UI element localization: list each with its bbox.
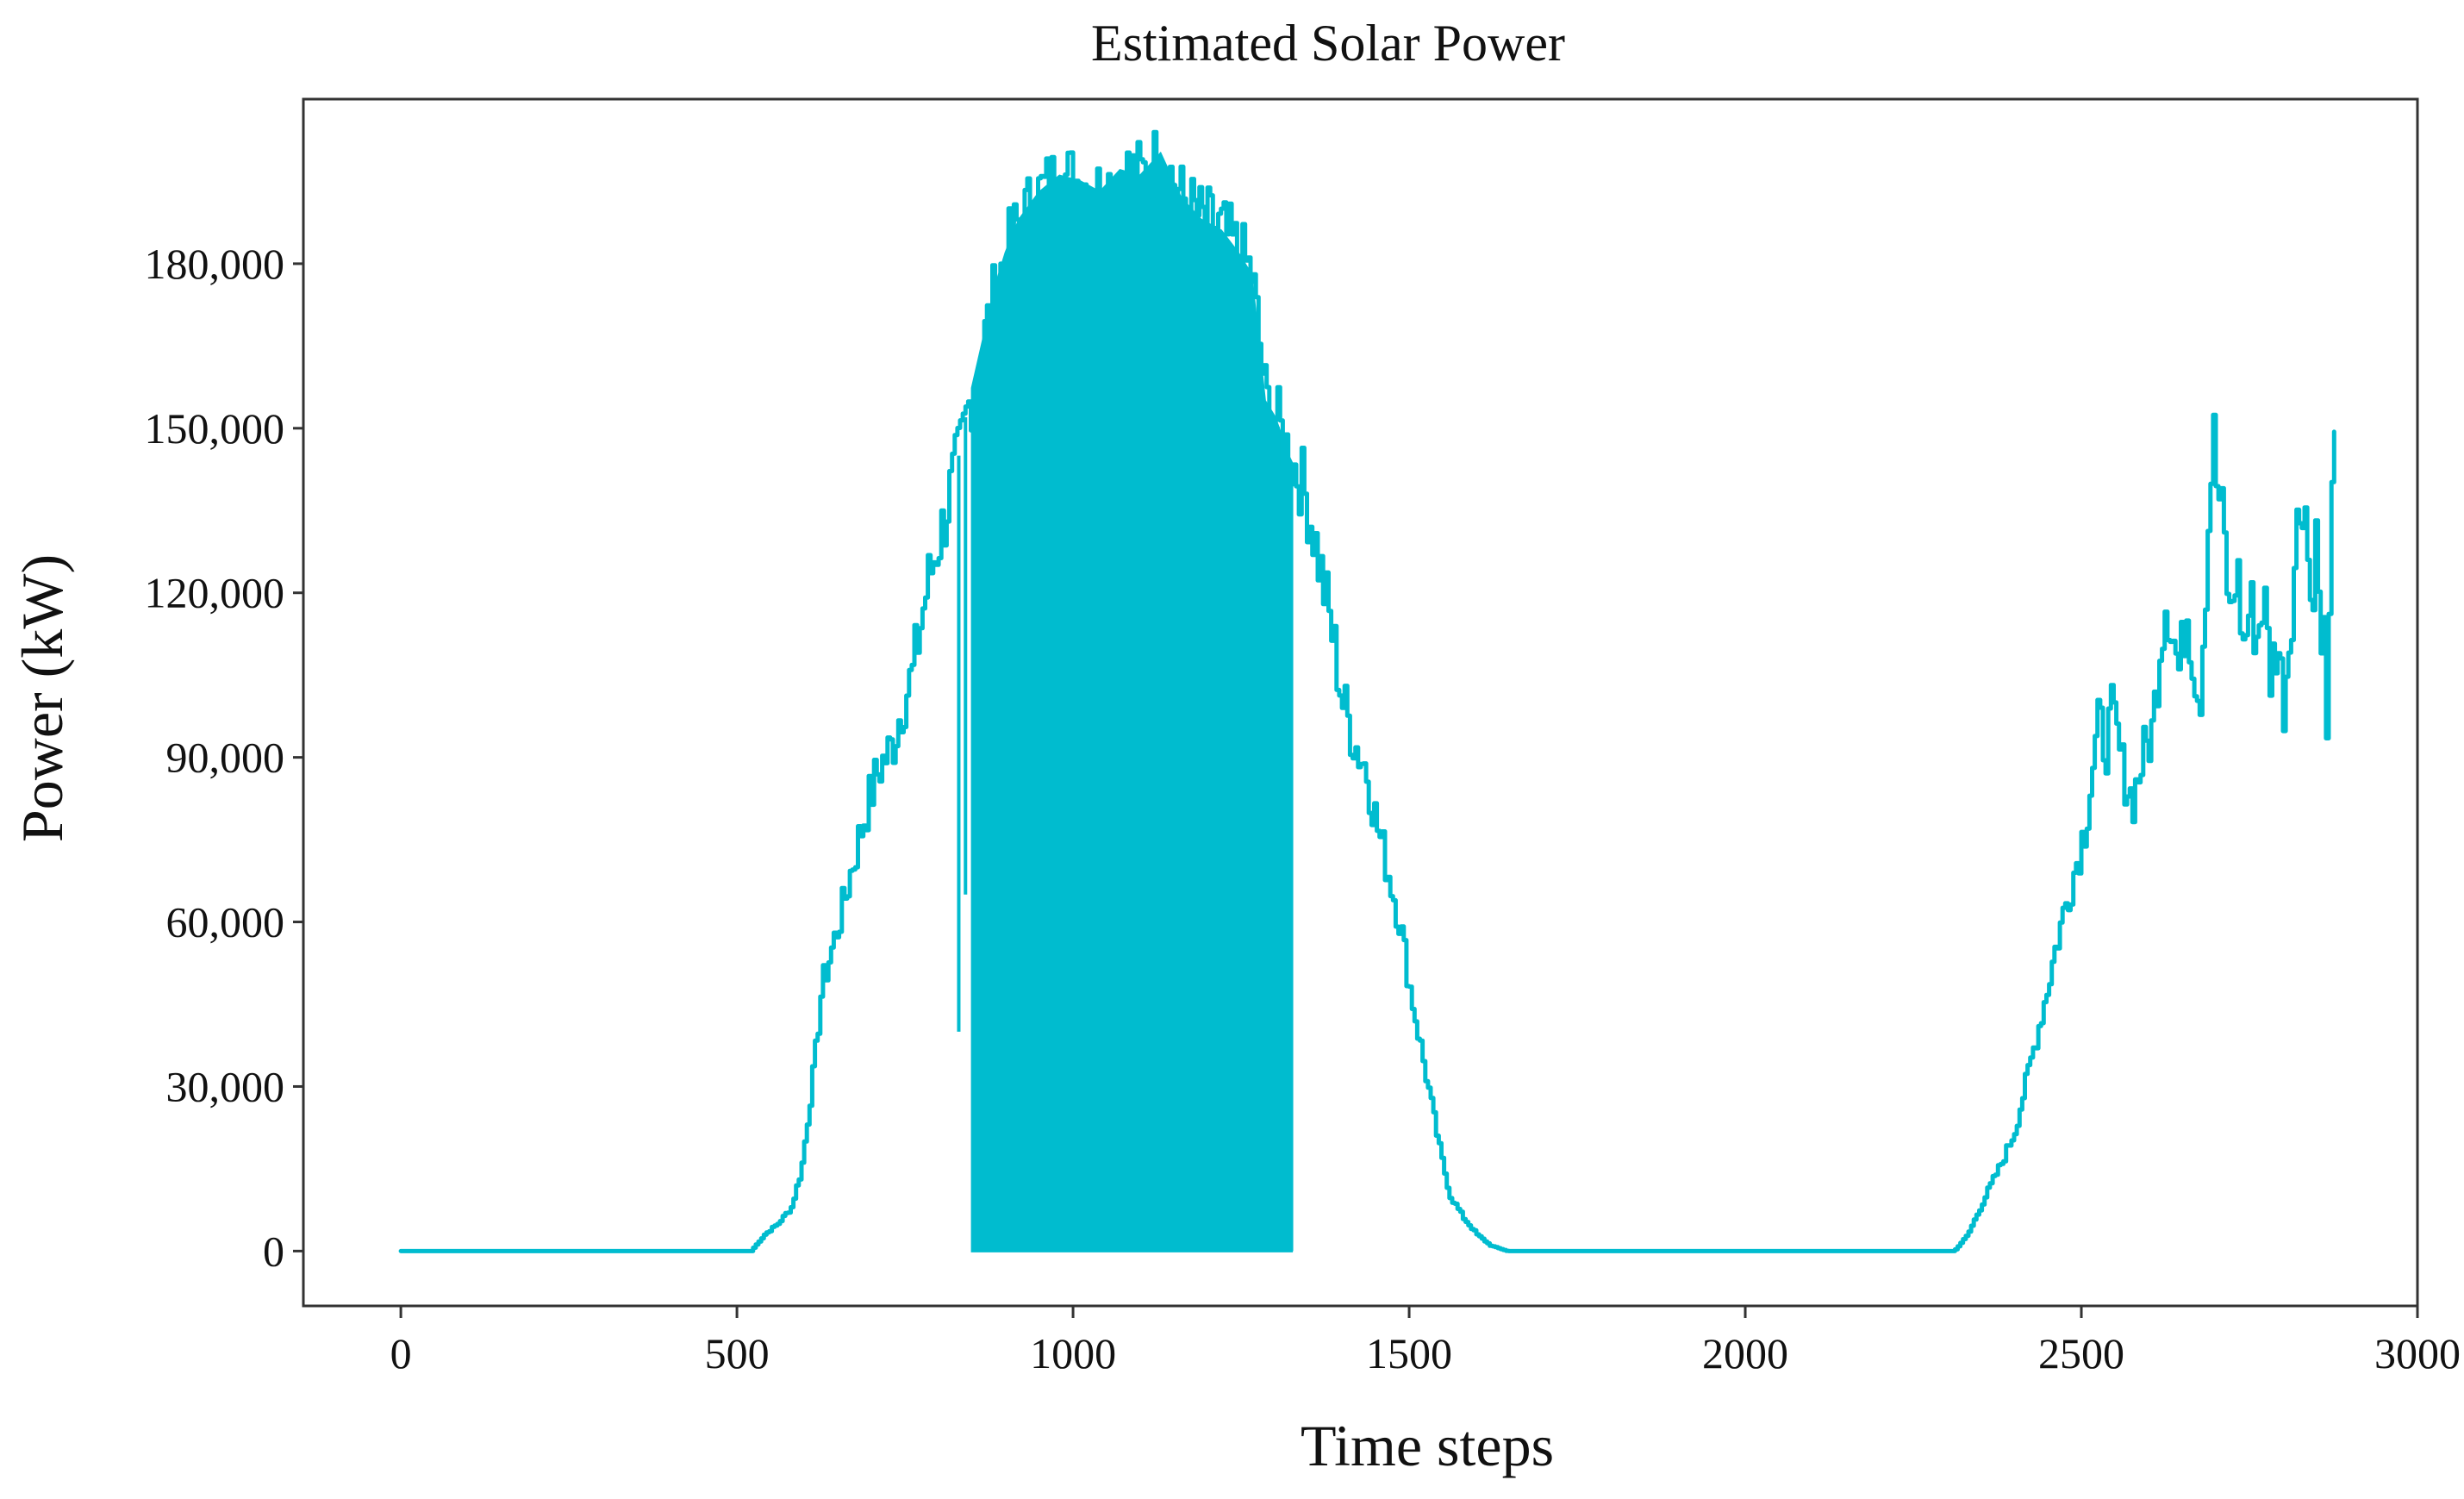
x-tick-label: 1500 <box>1366 1329 1452 1377</box>
x-tick-label: 500 <box>705 1329 770 1377</box>
y-tick-label: 180,000 <box>145 240 285 288</box>
x-tick-label: 1000 <box>1030 1329 1116 1377</box>
y-tick-label: 0 <box>263 1227 284 1275</box>
x-axis-ticks: 0 500 1000 1500 2000 2500 3000 <box>390 1306 2461 1377</box>
plot-area-frame <box>302 97 2419 1308</box>
y-tick-label: 150,000 <box>145 404 285 453</box>
x-tick-label: 3000 <box>2374 1329 2461 1377</box>
y-axis-label: Power (kW) <box>9 554 75 842</box>
series-line <box>398 129 2336 1253</box>
x-tick-label: 2000 <box>1702 1329 1788 1377</box>
series-layer <box>398 129 2336 1253</box>
y-tick-label: 60,000 <box>166 898 285 946</box>
oscillation-band <box>970 151 1294 1252</box>
y-axis-ticks: 0 30,000 60,000 90,000 120,000 150,000 180,000 <box>145 240 303 1275</box>
x-axis-label: Time steps <box>1301 1413 1554 1478</box>
x-tick-label: 2500 <box>2038 1329 2124 1377</box>
x-tick-label: 0 <box>390 1329 412 1377</box>
y-tick-label: 120,000 <box>145 569 285 617</box>
y-tick-label: 30,000 <box>166 1062 285 1110</box>
chart-title: Estimated Solar Power <box>1091 15 1565 72</box>
y-tick-label: 90,000 <box>166 734 285 782</box>
